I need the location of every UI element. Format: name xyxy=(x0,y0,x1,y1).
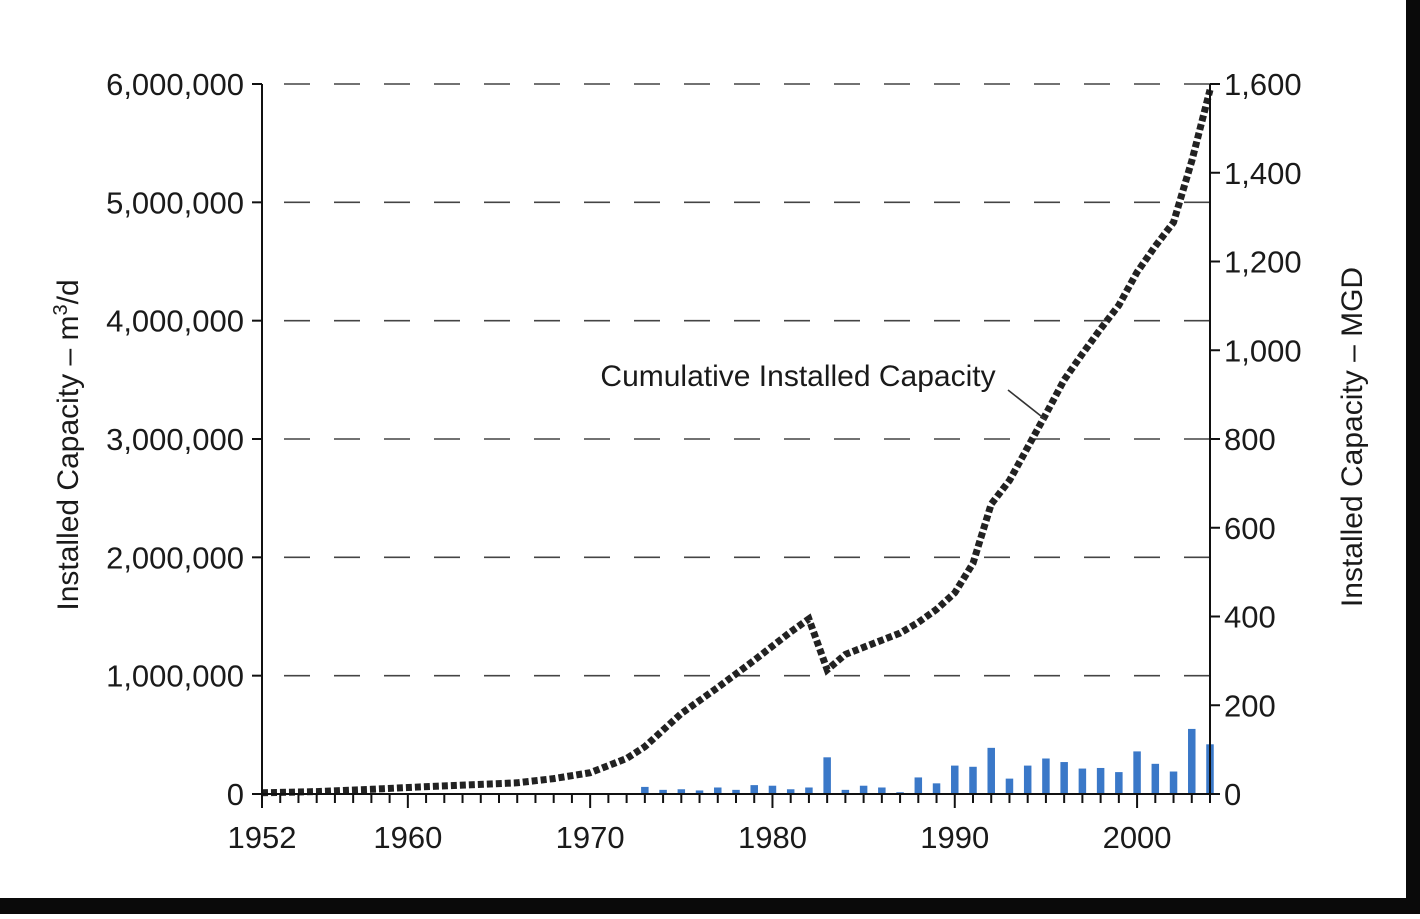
cumulative-capacity-line xyxy=(261,89,1214,797)
bar-1989 xyxy=(932,783,941,794)
y-left-label-sup: 3 xyxy=(50,304,72,315)
bar-1984 xyxy=(841,789,850,794)
bar-1985 xyxy=(859,785,868,794)
bar-1974 xyxy=(659,789,667,794)
y-left-tick-label: 3,000,000 xyxy=(106,422,244,457)
bar-1975 xyxy=(677,789,686,794)
bar-1993 xyxy=(1005,778,1014,794)
y-left-tick-label: 0 xyxy=(227,777,244,812)
grid-lines xyxy=(284,83,1210,677)
line-series xyxy=(261,89,1214,797)
bar-1977 xyxy=(714,787,722,794)
y-right-tick-label: 1,400 xyxy=(1224,156,1302,191)
y-right-axis-label: Installed Capacity – MGD xyxy=(1336,267,1369,607)
tick-labels: 1952 1960 1970 1980 1990 20006,000,0005,000,0… xyxy=(106,67,1302,855)
bar-1999 xyxy=(1115,772,1123,794)
bar-2001 xyxy=(1151,763,1160,794)
y-right-tick-label: 1,200 xyxy=(1224,245,1302,280)
bar-2003 xyxy=(1188,728,1196,794)
y-left-tick-label: 1,000,000 xyxy=(106,659,244,694)
y-right-tick-label: 600 xyxy=(1224,511,1276,546)
bar-1997 xyxy=(1078,768,1087,794)
y-left-label-prefix: Installed Capacity – m xyxy=(52,316,85,611)
y-right-tick-label: 0 xyxy=(1224,777,1241,812)
x-tick-label: 1990 xyxy=(920,820,989,855)
x-tick-label: 1960 xyxy=(373,820,442,855)
x-tick-label: 2000 xyxy=(1103,820,1172,855)
y-left-tick-label: 4,000,000 xyxy=(106,304,244,339)
y-left-tick-label: 2,000,000 xyxy=(106,540,244,575)
x-tick-label: 1980 xyxy=(738,820,807,855)
axes xyxy=(252,83,1220,808)
bar-1980 xyxy=(768,785,777,794)
bar-2000 xyxy=(1133,751,1141,794)
scan-edge-bottom xyxy=(0,898,1420,914)
bar-1983 xyxy=(823,757,831,794)
bar-1973 xyxy=(641,786,649,794)
y-right-tick-label: 800 xyxy=(1224,422,1276,457)
y-right-tick-label: 1,000 xyxy=(1224,333,1302,368)
bar-1982 xyxy=(805,787,813,794)
bar-1981 xyxy=(786,789,795,794)
bar-1976 xyxy=(695,790,704,794)
y-left-tick-label: 5,000,000 xyxy=(106,185,244,220)
bar-series xyxy=(641,728,1214,794)
bar-1991 xyxy=(969,766,977,794)
bar-1995 xyxy=(1042,758,1050,794)
y-right-tick-label: 400 xyxy=(1224,600,1276,635)
bar-1988 xyxy=(914,777,923,794)
bar-1986 xyxy=(878,787,886,794)
bar-1990 xyxy=(951,765,959,794)
scan-edge-right xyxy=(1406,0,1420,914)
y-left-tick-label: 6,000,000 xyxy=(106,67,244,102)
y-left-axis-label: Installed Capacity – m3/d xyxy=(50,279,85,610)
bar-1992 xyxy=(987,747,995,794)
bar-1994 xyxy=(1023,765,1032,794)
y-right-tick-label: 1,600 xyxy=(1224,67,1302,102)
x-tick-label: 1952 xyxy=(228,820,297,855)
y-right-tick-label: 200 xyxy=(1224,688,1276,723)
bar-1978 xyxy=(732,789,740,794)
annotation-label: Cumulative Installed Capacity xyxy=(600,360,995,393)
bar-1979 xyxy=(750,785,758,794)
bar-2002 xyxy=(1169,771,1178,794)
annotation-leader xyxy=(1007,389,1047,421)
bar-1998 xyxy=(1096,767,1105,794)
x-tick-label: 1970 xyxy=(556,820,625,855)
bar-1996 xyxy=(1060,762,1068,794)
y-left-label-suffix: /d xyxy=(52,279,85,304)
